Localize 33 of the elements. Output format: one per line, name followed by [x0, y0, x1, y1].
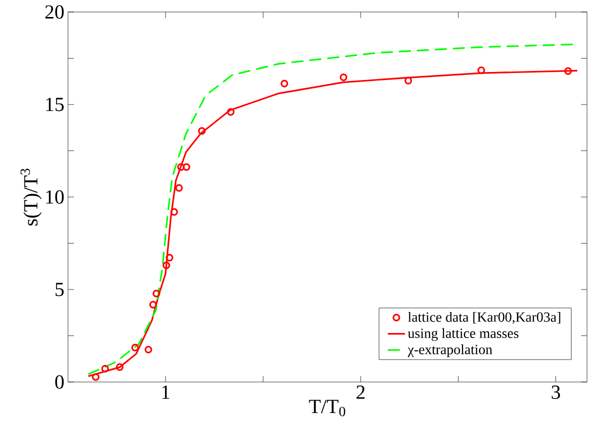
- point: [162, 261, 170, 270]
- point: [477, 66, 486, 74]
- x-tick-label: 2: [356, 386, 365, 399]
- y-tick-label: 0: [55, 375, 64, 389]
- y-axis-title: s(T)/T$^{3}$: [20, 168, 42, 226]
- point: [226, 108, 235, 116]
- x-tick-label: 3: [552, 386, 560, 399]
- point: [340, 74, 348, 82]
- point: [144, 346, 152, 354]
- point: [101, 364, 109, 372]
- point: [170, 208, 178, 216]
- point: [564, 67, 572, 75]
- point: [116, 363, 124, 371]
- point: [152, 290, 160, 298]
- point: [149, 300, 157, 308]
- legend-label: χ-extrapolation: [408, 344, 492, 358]
- point: [175, 184, 183, 192]
- point: [198, 127, 206, 135]
- y-tick-label: 10: [46, 190, 64, 204]
- x-tick-label: 1: [162, 386, 170, 399]
- legend-label: using lattice masses: [408, 328, 518, 341]
- legend-label: lattice data [Kar00,Kar03a]: [408, 312, 560, 324]
- point: [92, 373, 100, 381]
- y-tick-label: 5: [56, 282, 64, 296]
- x-axis-title: T/T$_{0}$: [309, 400, 346, 416]
- y-tick-label: 20: [45, 5, 64, 19]
- point: [280, 80, 288, 88]
- point: [182, 163, 190, 171]
- point: [131, 344, 139, 352]
- y-tick-label: 15: [46, 98, 64, 112]
- point: [404, 76, 412, 84]
- point: [166, 254, 174, 262]
- point: [177, 163, 185, 171]
